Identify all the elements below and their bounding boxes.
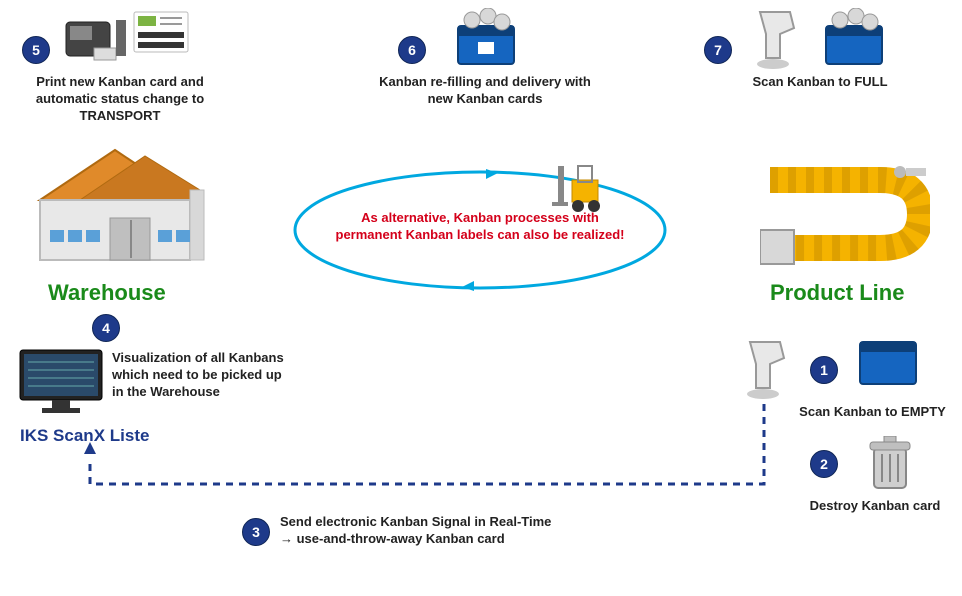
step-badge-6: 6: [398, 36, 426, 64]
step-badge-3: 3: [242, 518, 270, 546]
scanner-icon: [750, 8, 804, 75]
step-badge-4: 4: [92, 314, 120, 342]
step-5-label: Print new Kanban card and automatic stat…: [20, 74, 220, 125]
step-2-label: Destroy Kanban card: [800, 498, 950, 515]
step-1-label: Scan Kanban to EMPTY: [790, 404, 955, 421]
warehouse-icon: [20, 140, 210, 275]
step-6-label: Kanban re-filling and delivery with new …: [370, 74, 600, 108]
full-bin-icon: [452, 8, 520, 73]
forklift-icon: [550, 160, 610, 221]
trash-icon: [866, 436, 914, 497]
step-badge-7: 7: [704, 36, 732, 64]
step-7-label: Scan Kanban to FULL: [730, 74, 910, 91]
product-line-header: Product Line: [770, 280, 904, 306]
step-badge-1: 1: [810, 356, 838, 384]
signal-line: [80, 396, 780, 501]
conveyor-icon: [760, 160, 930, 275]
step-3-label: Send electronic Kanban Signal in Real-Ti…: [280, 514, 600, 548]
full-bin-icon-2: [820, 8, 888, 73]
kanban-card-icon: [132, 10, 190, 59]
step-badge-2: 2: [810, 450, 838, 478]
printer-icon: [60, 12, 130, 72]
step-badge-5: 5: [22, 36, 50, 64]
scanner-icon-2: [740, 338, 794, 405]
warehouse-header: Warehouse: [48, 280, 166, 306]
step-4-label: Visualization of all Kanbans which need …: [112, 350, 292, 401]
empty-bin-icon: [856, 336, 920, 393]
